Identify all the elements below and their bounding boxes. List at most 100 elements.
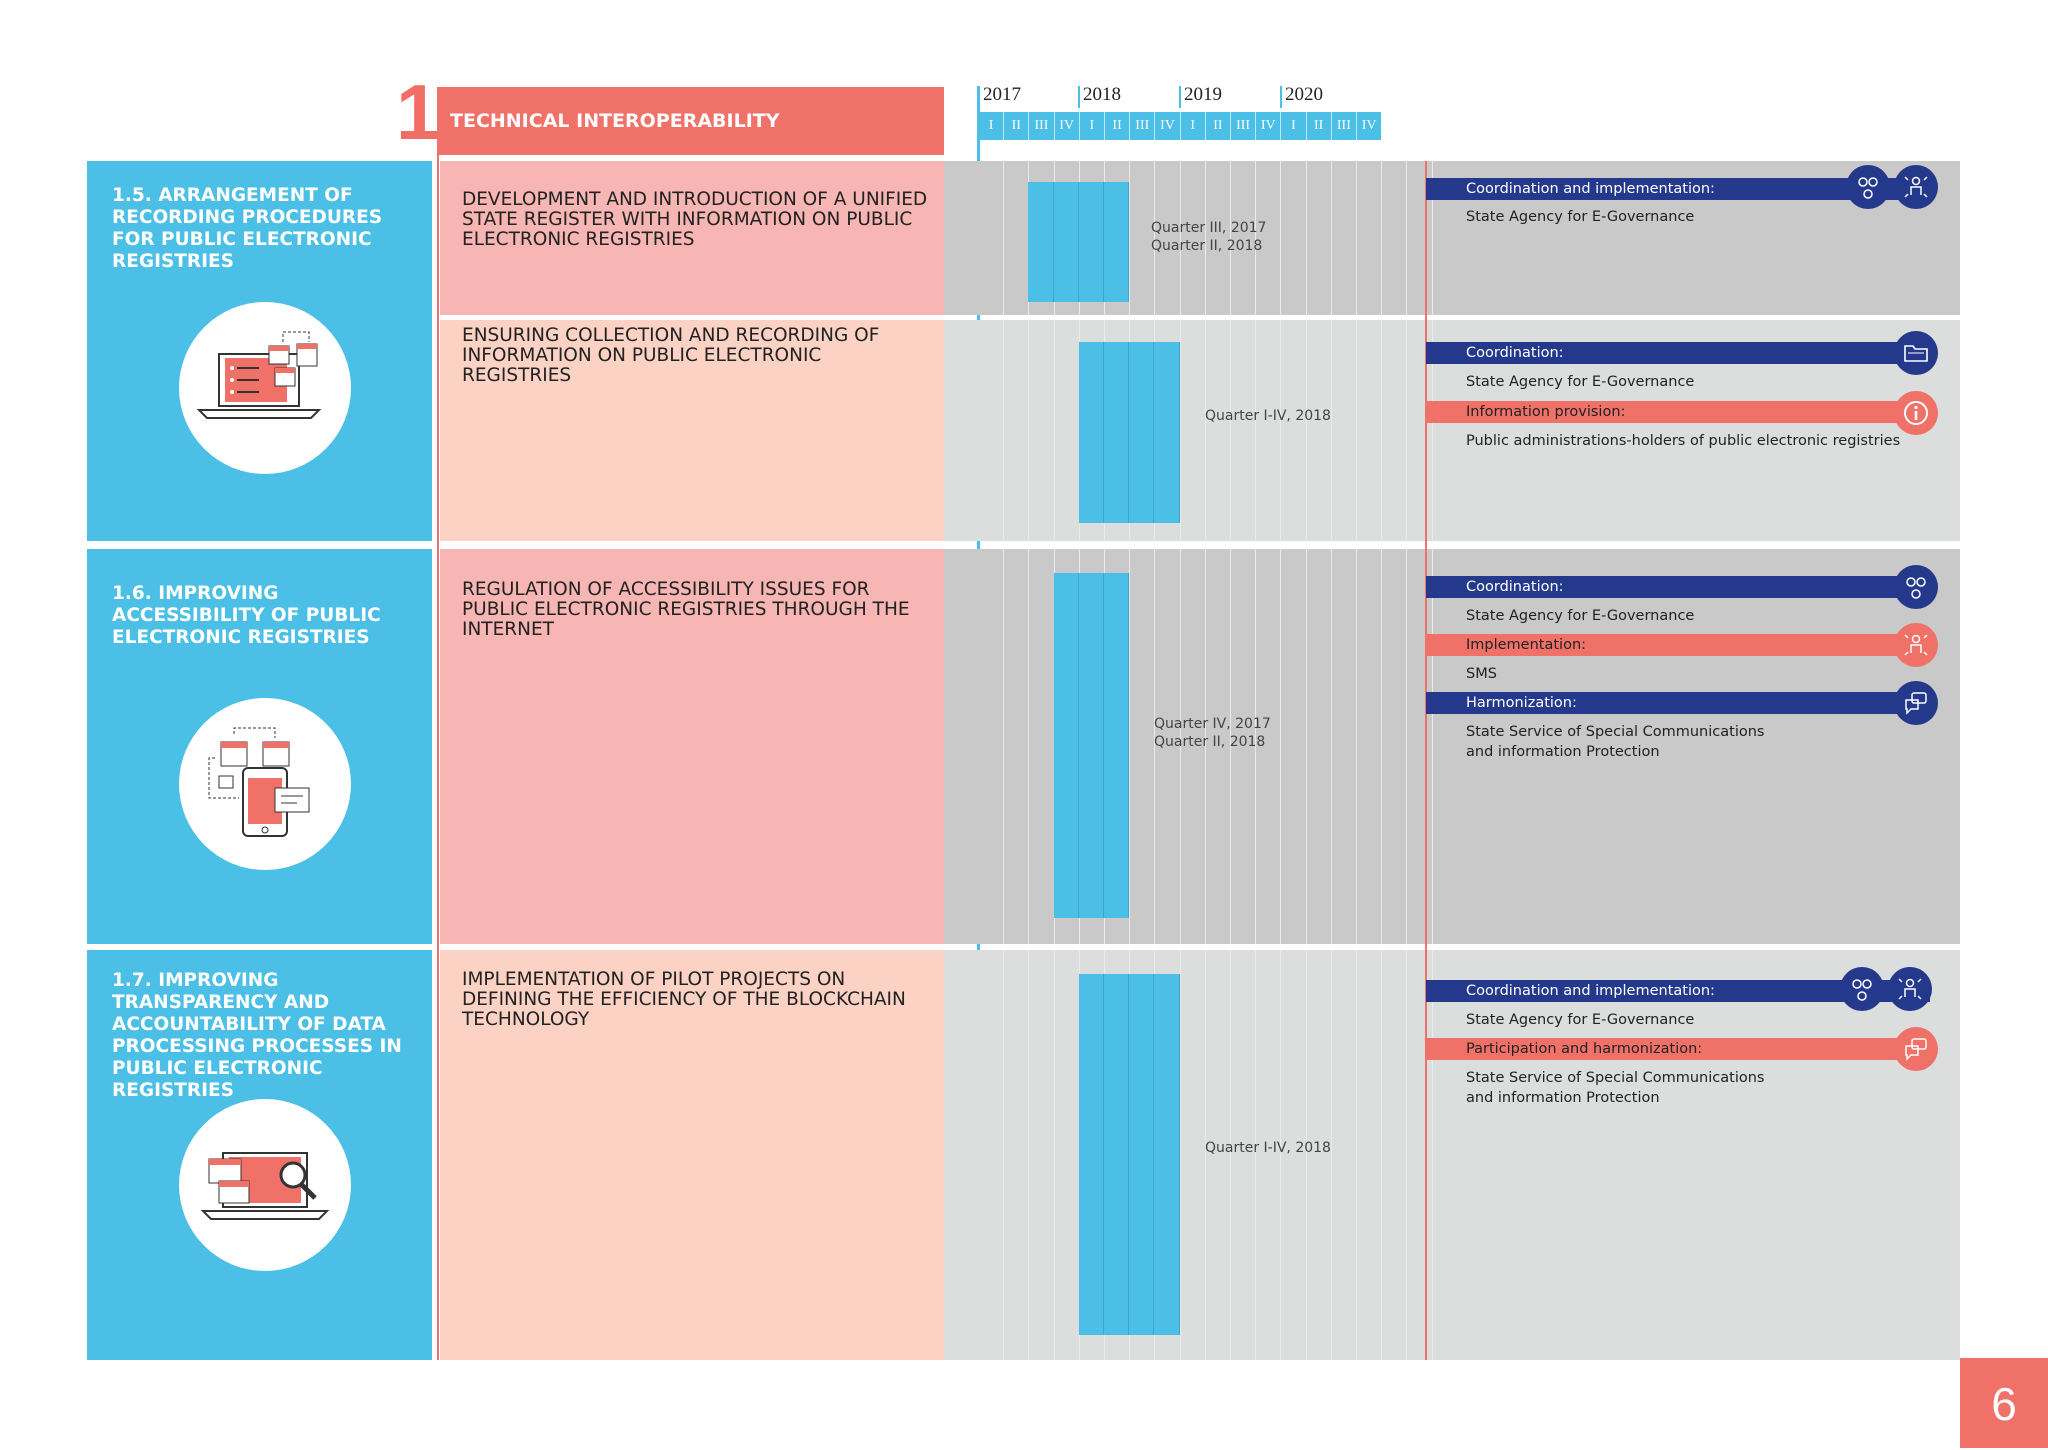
responsibility-line: State Service of Special Communications [1466,1070,1765,1086]
grid-line [1381,320,1383,541]
quarter-label: I [1280,112,1306,140]
grid-line [1204,161,1206,315]
responsibility-body: State Service of Special Communications … [1426,1068,1926,1108]
quarter-label: III [1330,112,1356,140]
grid-line [1305,320,1307,541]
responsibility-line: State Service of Special Communications [1466,724,1765,740]
grid-line [1356,950,1357,1360]
period-line: Quarter II, 2018 [1154,734,1266,750]
grid-line [1028,320,1030,541]
grid-line [1356,161,1357,315]
laptop-registry-icon [179,302,351,474]
responsibility-line: and information Protection [1466,1090,1660,1106]
year-label: 2020 [1285,84,1323,105]
grid-line [1356,320,1357,541]
grid-line [1230,320,1231,541]
task-row-bg [440,950,944,1360]
responsibility-body: State Agency for E-Governance [1466,209,1695,225]
grid-line [1330,320,1332,541]
responsibility-body: State Agency for E-Governance [1466,1012,1695,1028]
responsibility-body: State Service of Special Communications … [1426,722,1926,762]
quarter-label: III [1230,112,1256,140]
mobile-registry-icon [179,698,351,870]
section-title-1-6: 1.6. IMPROVING ACCESSIBILITY OF PUBLIC E… [112,583,381,648]
responsibility-role: Coordination and implementation: [1426,178,1930,200]
period-label: Quarter I-IV, 2018 [1205,1140,1331,1156]
chat-icon [1894,1027,1938,1071]
responsibility-body: State Agency for E-Governance [1466,608,1695,624]
grid-line [1255,549,1257,944]
person-arrows-icon [1894,165,1938,209]
grid-line [1003,950,1005,1360]
grid-line [1330,950,1332,1360]
grid-line [1028,950,1030,1360]
quarter-label: IV [1154,112,1180,140]
grid-line [1431,950,1433,1360]
responsibility-role: Coordination: [1426,576,1930,598]
chat-icon [1894,681,1938,725]
period-label: Quarter III, 2017 Quarter II, 2018 [1151,219,1266,255]
year-divider [1280,86,1282,108]
quarter-label: III [1129,112,1155,140]
responsibility-cell [1426,549,1960,944]
grid-line [1204,320,1206,541]
quarter-label: II [1003,112,1029,140]
grid-line [1179,161,1181,315]
responsibility-line: and information Protection [1466,744,1660,760]
responsibility-body: State Agency for E-Governance [1466,374,1695,390]
period-line: Quarter IV, 2017 [1154,716,1271,732]
period-line: Quarter II, 2018 [1151,238,1263,254]
timeline-cell [944,549,1426,944]
grid-line [1255,950,1257,1360]
grid-line [1129,549,1131,944]
grid-line [1003,549,1005,944]
year-label: 2017 [983,84,1021,105]
period-label: Quarter I-IV, 2018 [1205,408,1331,424]
group-icon [1894,565,1938,609]
responsibility-role: Information provision: [1426,401,1930,423]
group-icon [1840,967,1884,1011]
gantt-bar-segment [1129,974,1155,1335]
task-row-bg [440,320,944,541]
grid-line [1003,320,1005,541]
year-label: 2018 [1083,84,1121,105]
section-divider-line [437,155,439,1360]
grid-line [1330,161,1332,315]
grid-line [1431,320,1433,541]
grid-line [1305,161,1307,315]
person-arrows-icon [1894,623,1938,667]
grid-line [1230,161,1231,315]
task-text: ENSURING COLLECTION AND RECORDING OF INF… [462,325,880,386]
gantt-bar-segment [1104,573,1130,918]
section-title-1-7: 1.7. IMPROVING TRANSPARENCY AND ACCOUNTA… [112,970,402,1101]
grid-line [1280,320,1282,541]
quarter-label: IV [1255,112,1281,140]
timeline-cell [944,320,1426,541]
grid-line [1255,161,1257,315]
grid-line [1330,549,1332,944]
year-divider [1179,86,1181,108]
gantt-bar-segment [1078,342,1104,523]
gantt-bar-segment [1104,342,1130,523]
section-title-1-5: 1.5. ARRANGEMENT OF RECORDING PROCEDURES… [112,185,383,272]
gantt-bar-segment [1078,573,1104,918]
laptop-search-icon [179,1099,351,1271]
grid-line [1204,950,1206,1360]
timeline-cell [944,161,1426,315]
grid-line [1053,950,1055,1360]
responsibility-role: Coordination: [1426,342,1930,364]
grid-line [1406,320,1408,541]
gantt-bar-segment [1104,182,1130,302]
grid-line [1280,161,1282,315]
grid-line [1280,549,1282,944]
quarter-label: I [978,112,1004,140]
responsibility-role: Coordination and implementation: [1426,980,1930,1002]
section-number: 1 [396,68,440,156]
responsibility-role: Implementation: [1426,634,1930,656]
grid-line [1003,161,1005,315]
responsibility-role: Participation and harmonization: [1426,1038,1930,1060]
responsibility-cell [1426,950,1960,1360]
group-icon [1846,165,1890,209]
grid-line [1053,320,1055,541]
grid-line [1154,161,1156,315]
